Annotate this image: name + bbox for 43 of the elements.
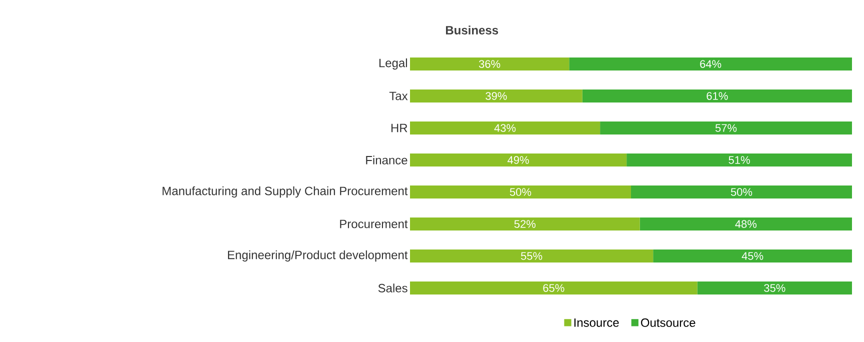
bar [626, 153, 852, 166]
data-label: 49% [508, 156, 529, 164]
data-label: 39% [486, 92, 507, 100]
y-tick-label: Legal [379, 58, 407, 70]
legend-label: Insource [574, 318, 619, 327]
data-label: 55% [520, 252, 542, 260]
data-label: 52% [514, 220, 536, 228]
bar [640, 217, 852, 230]
data-label: 48% [735, 220, 757, 228]
data-label: 65% [543, 284, 564, 292]
chart-title: Business [446, 26, 498, 34]
data-label: 61% [706, 92, 728, 100]
data-label: 36% [478, 60, 500, 68]
bar [410, 185, 631, 198]
data-label: 57% [715, 124, 737, 132]
bar [600, 122, 852, 134]
y-tick-label: Manufacturing and Supply Chain Procurement [162, 186, 408, 198]
bar [631, 185, 852, 198]
data-label: 50% [730, 188, 752, 196]
y-tick-label: Engineering/Product development [228, 250, 408, 262]
bar [410, 153, 627, 166]
bar [410, 122, 600, 134]
bar [410, 217, 640, 230]
legend-label: Outsource [641, 318, 696, 327]
y-tick-label: Finance [366, 156, 408, 164]
bar [410, 249, 654, 262]
bar [410, 90, 582, 102]
data-label: 51% [728, 156, 750, 164]
data-label: 43% [494, 124, 516, 132]
bar [582, 90, 852, 102]
bar [653, 249, 852, 262]
data-label: 35% [764, 284, 786, 292]
data-label: 45% [742, 252, 764, 260]
y-tick-label: Tax [389, 92, 408, 100]
data-label: 50% [510, 188, 532, 196]
y-tick-label: HR [391, 124, 408, 132]
data-label: 64% [700, 60, 722, 68]
y-tick-label: Procurement [340, 220, 408, 228]
bar [410, 58, 570, 71]
y-tick-label: Sales [378, 284, 408, 292]
bar [697, 281, 852, 294]
bar [410, 281, 698, 294]
bar [569, 58, 852, 71]
